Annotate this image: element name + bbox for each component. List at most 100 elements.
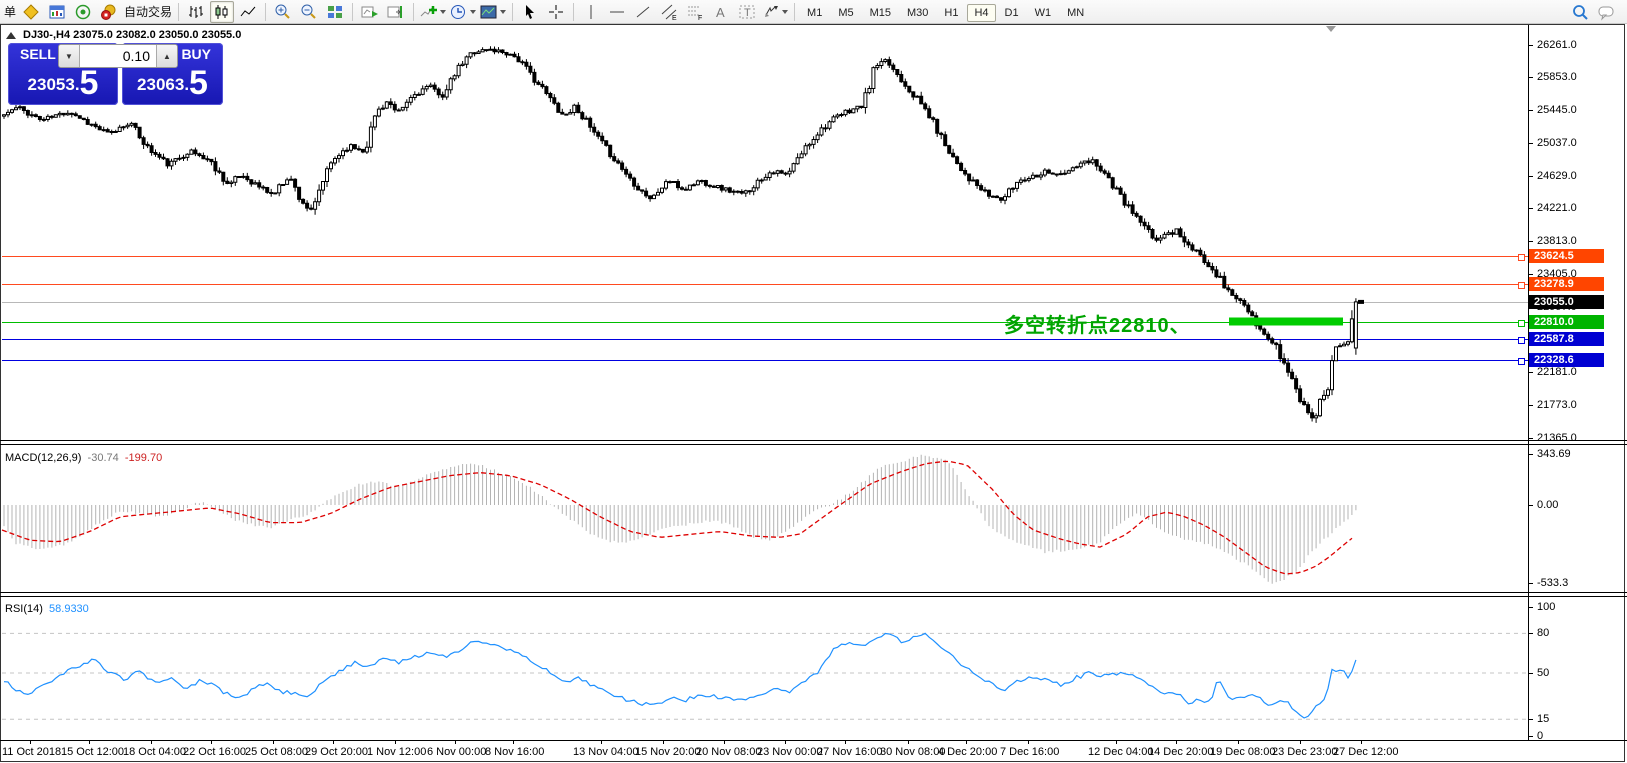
time-tick-label: 7 Dec 16:00 <box>1000 746 1060 758</box>
text-label-icon: T <box>739 5 755 19</box>
macd-name: MACD(12,26,9) <box>5 452 82 464</box>
panel-separator-line[interactable] <box>0 596 1627 597</box>
time-tick <box>845 740 846 744</box>
buy-price: 23063.5 <box>137 64 208 102</box>
line-chart-button[interactable] <box>236 1 260 23</box>
timeframe-group: M1 M5 M15 M30 H1 H4 D1 W1 MN <box>799 3 1092 22</box>
chart-shift-button[interactable] <box>384 1 408 23</box>
macd-indicator-label: MACD(12,26,9) -30.74 -199.70 <box>5 452 162 464</box>
bar-chart-icon <box>189 5 204 18</box>
price-tick-label: 25445.0 <box>1537 104 1577 116</box>
auto-scroll-button[interactable] <box>358 1 382 23</box>
time-tick <box>30 740 31 744</box>
volume-decrease-button[interactable]: ▼ <box>59 45 79 67</box>
time-tick <box>908 740 909 744</box>
search-icon <box>1573 4 1588 20</box>
panel-separator-line[interactable] <box>0 444 1627 445</box>
time-tick <box>1028 740 1029 744</box>
rsi-tick <box>1528 673 1533 674</box>
tab-timeframe-w1[interactable]: W1 <box>1034 6 1052 19</box>
zoom-out-button[interactable] <box>297 1 321 23</box>
tab-timeframe-h1[interactable]: H1 <box>944 6 959 19</box>
price-level-line[interactable] <box>2 322 1528 323</box>
tab-timeframe-mn[interactable]: MN <box>1067 6 1085 19</box>
vertical-line-button[interactable] <box>579 1 603 23</box>
volume-increase-button[interactable]: ▲ <box>157 45 177 67</box>
time-tick <box>333 740 334 744</box>
rsi-tick <box>1528 633 1533 634</box>
data-window-button[interactable] <box>71 1 95 23</box>
candlestick-chart-button[interactable] <box>210 0 235 23</box>
tab-timeframe-d1[interactable]: D1 <box>1004 6 1019 19</box>
fibonacci-button[interactable]: F <box>683 1 707 23</box>
periods-button[interactable] <box>449 1 477 23</box>
current-price-label: 23055.0 <box>1529 295 1604 309</box>
price-level-line[interactable] <box>2 256 1528 257</box>
trendline-button[interactable] <box>631 1 655 23</box>
bar-chart-button[interactable] <box>184 1 208 23</box>
tile-windows-button[interactable] <box>323 1 347 23</box>
line-chart-icon <box>240 6 256 16</box>
new-order-button[interactable]: 单 <box>4 5 17 19</box>
time-tick <box>1176 740 1177 744</box>
macd-tick-label: 343.69 <box>1537 448 1571 460</box>
price-tick <box>1528 372 1533 373</box>
tab-timeframe-h4[interactable]: H4 <box>967 3 996 22</box>
zoom-out-icon <box>301 4 316 19</box>
data-window-icon <box>75 4 91 19</box>
time-tick-label: 27 Nov 16:00 <box>817 746 883 758</box>
arrows-button[interactable] <box>761 1 789 23</box>
current-price-line <box>2 302 1528 303</box>
price-tick-label: 21773.0 <box>1537 399 1577 411</box>
templates-dropdown-caret <box>500 9 507 14</box>
rsi-tick <box>1528 736 1533 737</box>
panel-separator-line[interactable] <box>0 592 1627 593</box>
new-order-icon-button[interactable] <box>19 1 43 23</box>
macd-main-value: -30.74 <box>87 452 119 464</box>
price-tick <box>1528 110 1533 111</box>
chat-button[interactable] <box>1594 1 1618 23</box>
price-tick <box>1528 77 1533 78</box>
time-tick <box>395 740 396 744</box>
volume-input[interactable]: 0.10 <box>79 45 157 67</box>
autotrading-label[interactable]: 自动交易 <box>124 5 173 19</box>
price-level-line[interactable] <box>2 339 1528 340</box>
price-tick-label: 25037.0 <box>1537 137 1577 149</box>
toolbar-separator <box>352 2 354 21</box>
text-label-button[interactable]: T <box>735 1 759 23</box>
macd-tick <box>1528 505 1533 506</box>
cursor-button[interactable] <box>518 1 542 23</box>
price-level-label: 23278.9 <box>1529 277 1604 291</box>
search-button[interactable] <box>1568 1 1592 23</box>
price-level-line[interactable] <box>2 284 1528 285</box>
rsi-tick-label: 0 <box>1537 730 1544 742</box>
trade-panel-collapse-icon[interactable] <box>6 31 16 39</box>
panel-separator-line[interactable] <box>0 440 1627 441</box>
time-tick-label: 12 Dec 04:00 <box>1088 746 1154 758</box>
toolbar-separator <box>265 2 267 21</box>
tab-timeframe-m1[interactable]: M1 <box>807 6 823 19</box>
time-tick <box>1238 740 1239 744</box>
chart-window[interactable] <box>0 24 1625 762</box>
tab-timeframe-m5[interactable]: M5 <box>838 6 854 19</box>
templates-button[interactable] <box>479 1 507 23</box>
market-watch-button[interactable] <box>45 1 69 23</box>
macd-tick-label: -533.3 <box>1537 577 1569 589</box>
chart-shift-marker-icon[interactable] <box>1326 26 1336 32</box>
buy-label: BUY <box>181 46 211 62</box>
horizontal-line-button[interactable] <box>605 1 629 23</box>
price-tick <box>1528 143 1533 144</box>
indicators-dropdown-caret <box>440 9 447 14</box>
equidistant-channel-button[interactable]: E <box>657 1 681 23</box>
indicators-button[interactable] <box>419 1 447 23</box>
tab-timeframe-m15[interactable]: M15 <box>869 6 891 19</box>
autotrading-button[interactable] <box>97 1 121 23</box>
zoom-in-button[interactable] <box>271 1 295 23</box>
crosshair-button[interactable] <box>544 1 568 23</box>
price-axis-line <box>1528 25 1529 740</box>
price-tick <box>1528 241 1533 242</box>
text-button[interactable]: A <box>709 1 733 23</box>
chart-shift-icon <box>387 5 403 18</box>
tab-timeframe-m30[interactable]: M30 <box>907 6 929 19</box>
price-level-line[interactable] <box>2 360 1528 361</box>
